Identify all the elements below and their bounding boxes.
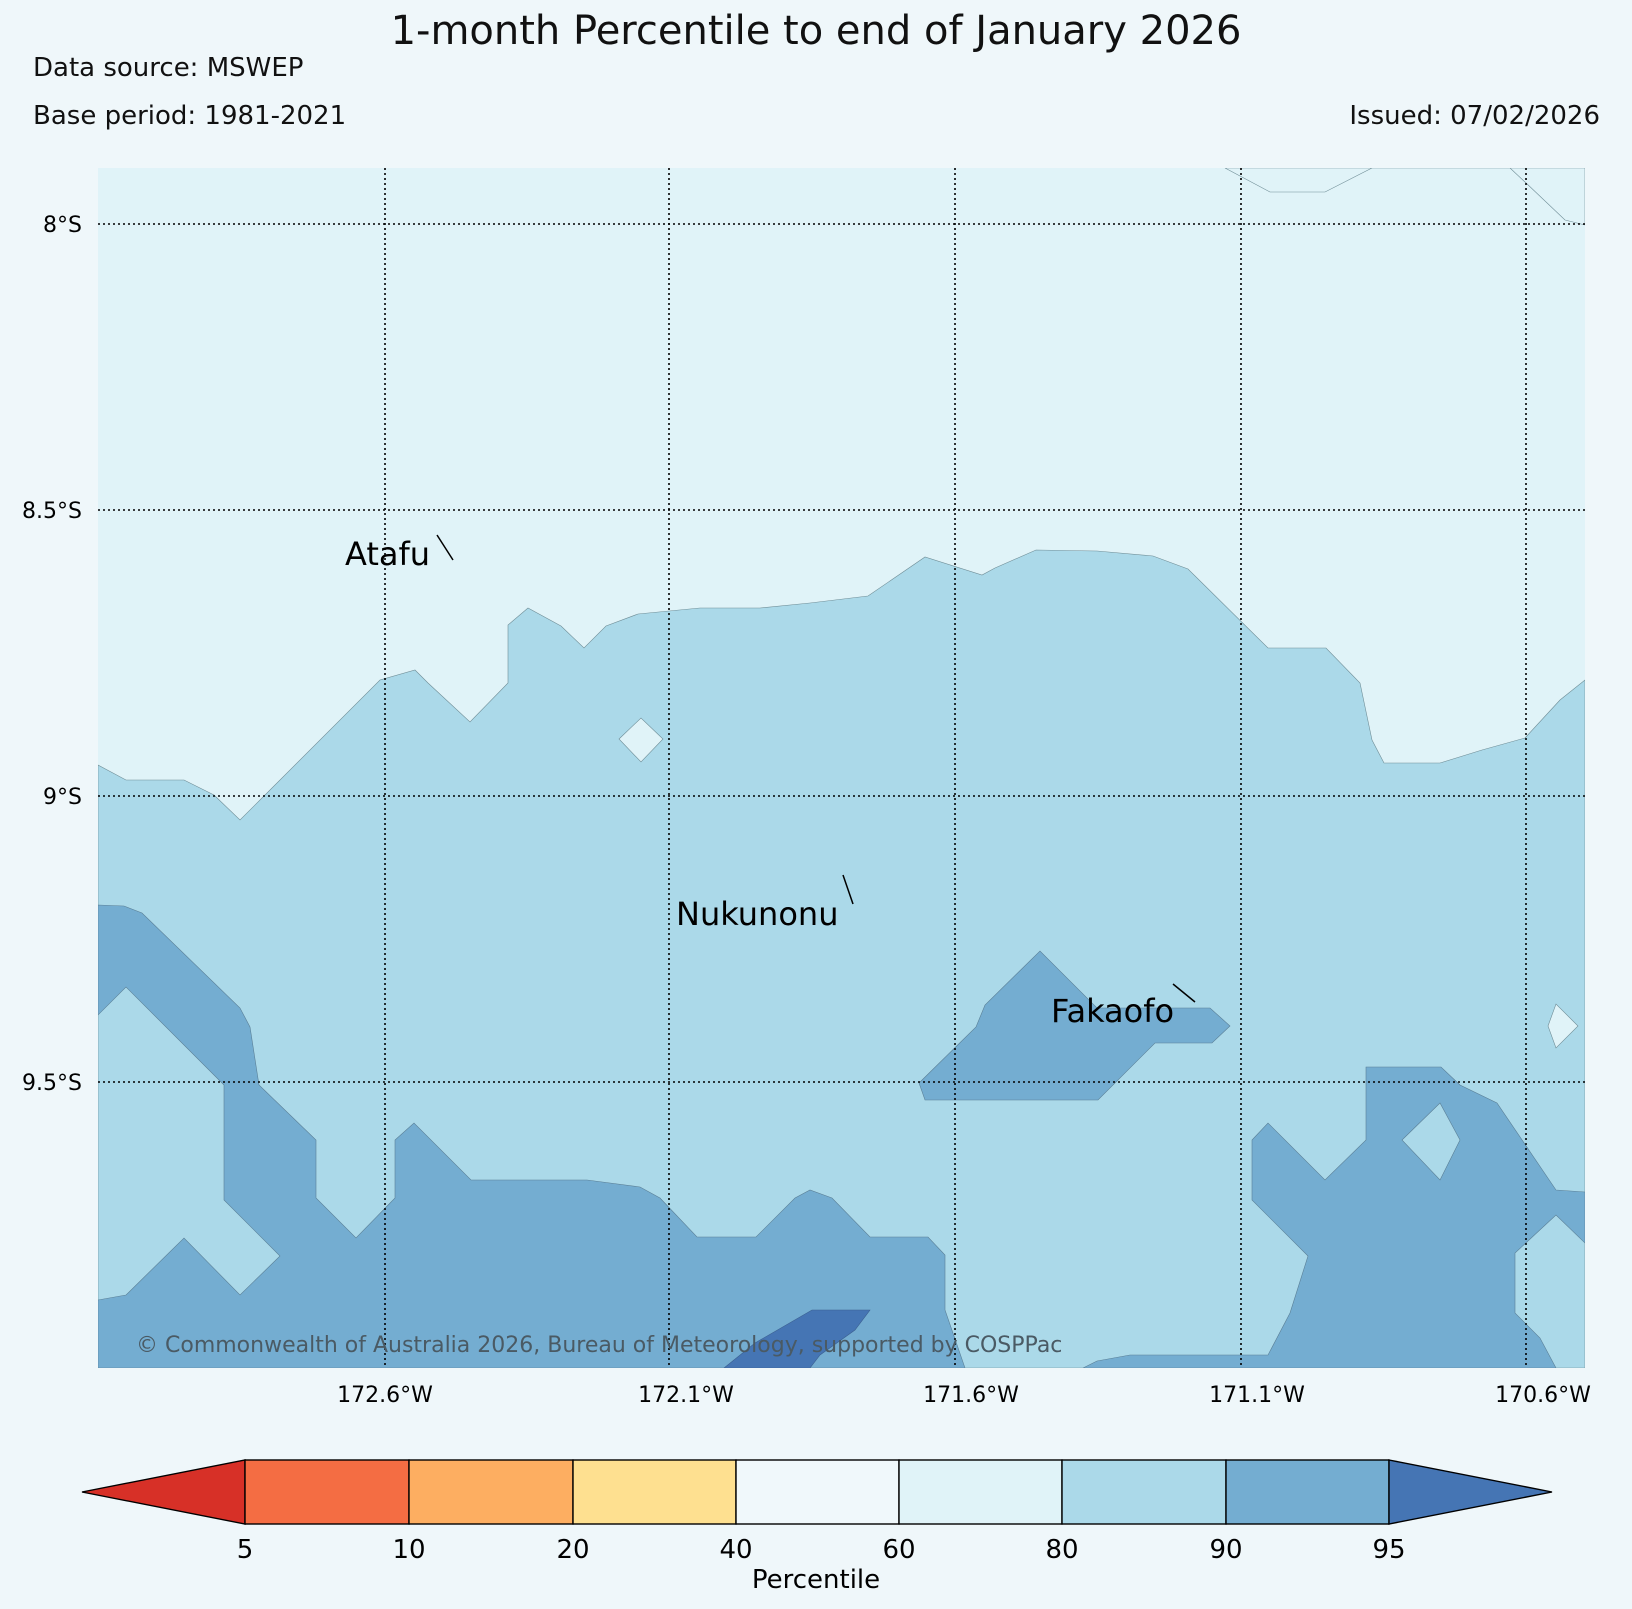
colorbar-tick: 80 (1045, 1535, 1078, 1565)
colorbar-bin (898, 1459, 1063, 1525)
colorbar-bin (408, 1459, 574, 1525)
colorbar-tick: 10 (392, 1535, 425, 1565)
contour-90-95 (98, 904, 966, 1368)
contour-80-90 (98, 549, 1585, 1368)
colorbar-tick: 90 (1209, 1535, 1242, 1565)
colorbar-label: Percentile (752, 1565, 880, 1595)
colorbar (81, 1459, 1553, 1525)
lon-label: 170.6°W (1495, 1383, 1591, 1408)
base-period-label: Base period: 1981-2021 (33, 101, 347, 131)
lat-label: 8°S (43, 213, 82, 238)
colorbar-tick: 5 (237, 1535, 254, 1565)
issued-label: Issued: 07/02/2026 (1349, 101, 1600, 131)
contour-above-95 (723, 1309, 871, 1368)
colorbar-extend-low (81, 1459, 246, 1525)
lon-label: 171.1°W (1209, 1383, 1305, 1408)
atoll-fakaofo (1172, 983, 1196, 1003)
colorbar-bin (735, 1459, 900, 1525)
contour-90-95 (918, 950, 1231, 1101)
atoll-atafu (436, 534, 454, 561)
lon-label: 172.6°W (337, 1383, 433, 1408)
contour-60-80-island (1547, 1003, 1579, 1049)
contour-60-80-island (618, 717, 664, 763)
copyright-text: © Commonwealth of Australia 2026, Bureau… (136, 1333, 1062, 1358)
lat-label: 9°S (43, 785, 82, 810)
contour-80-90-hole (1401, 1102, 1461, 1181)
place-label-atafu: Atafu (345, 535, 430, 573)
colorbar-tick: 95 (1372, 1535, 1405, 1565)
colorbar-tick: 40 (719, 1535, 752, 1565)
colorbar-tick: 60 (882, 1535, 915, 1565)
colorbar-bin (572, 1459, 737, 1525)
data-source-label: Data source: MSWEP (33, 53, 304, 83)
lat-label: 8.5°S (22, 499, 82, 524)
lon-label: 171.6°W (923, 1383, 1019, 1408)
contour-80-90-top (1224, 168, 1585, 226)
contour-90-95 (1082, 1066, 1585, 1368)
lon-label: 172.1°W (638, 1383, 734, 1408)
atoll-nukunonu (842, 874, 854, 905)
colorbar-tick: 20 (556, 1535, 589, 1565)
colorbar-bin (244, 1459, 410, 1525)
place-label-nukunonu: Nukunonu (676, 895, 838, 933)
map-title: 1-month Percentile to end of January 202… (390, 8, 1242, 54)
colorbar-bin (1061, 1459, 1227, 1525)
graticule (98, 168, 1585, 1368)
place-label-fakaofo: Fakaofo (1051, 992, 1174, 1030)
percentile-contours (98, 168, 1585, 1368)
lat-label: 9.5°S (22, 1071, 82, 1096)
colorbar-extend-high (1388, 1459, 1553, 1525)
colorbar-bin (1225, 1459, 1390, 1525)
